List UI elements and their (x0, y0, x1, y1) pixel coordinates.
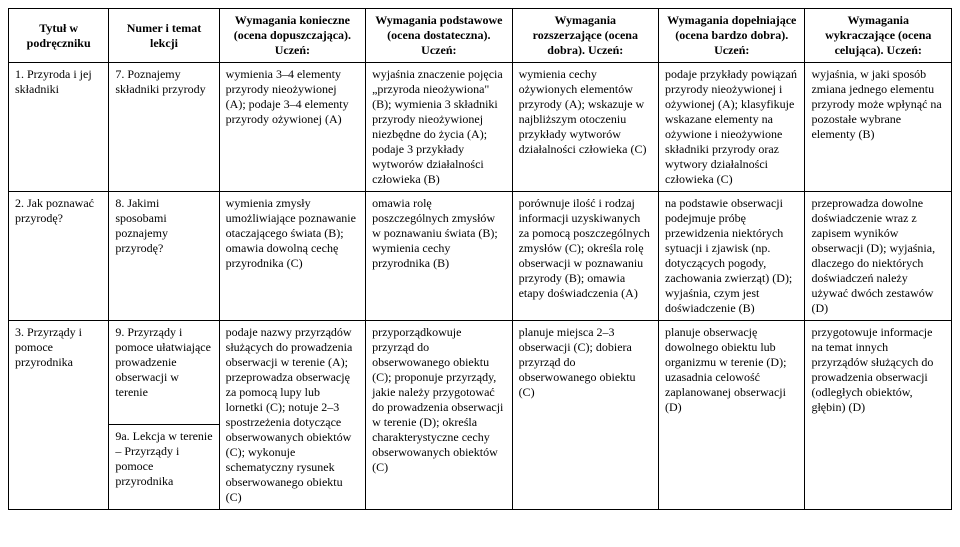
header-req-konieczne: Wymagania konieczne (ocena dopuszczająca… (219, 9, 365, 63)
cell-req-wykraczajace: przygotowuje informacje na temat innych … (805, 321, 952, 510)
table-row: 1. Przyroda i jej składniki 7. Poznajemy… (9, 63, 952, 192)
header-topic: Numer i temat lekcji (109, 9, 219, 63)
cell-req-dopelniajace: planuje obserwację dowolnego obiektu lub… (659, 321, 805, 510)
cell-req-podstawowe: przyporządkowuje przyrząd do obserwowane… (366, 321, 512, 510)
cell-req-podstawowe: omawia rolę poszczególnych zmysłów w poz… (366, 192, 512, 321)
cell-req-wykraczajace: wyjaśnia, w jaki sposób zmiana jednego e… (805, 63, 952, 192)
cell-title: 1. Przyroda i jej składniki (9, 63, 109, 192)
cell-title: 3. Przyrządy i pomoce przyrodnika (9, 321, 109, 510)
cell-req-konieczne: podaje nazwy przyrządów służących do pro… (219, 321, 365, 510)
cell-topic: 7. Poznajemy składniki przyrody (109, 63, 219, 192)
cell-req-rozszerzajace: wymienia cechy ożywionych elementów przy… (512, 63, 658, 192)
cell-topic: 9a. Lekcja w terenie – Przyrządy i pomoc… (109, 424, 219, 509)
cell-req-dopelniajace: na podstawie obserwacji podejmuje próbę … (659, 192, 805, 321)
cell-topic: 8. Jakimi sposobami poznajemy przyrodę? (109, 192, 219, 321)
table-row: 3. Przyrządy i pomoce przyrodnika 9. Prz… (9, 321, 952, 425)
cell-req-wykraczajace: przeprowadza dowolne doświadczenie wraz … (805, 192, 952, 321)
requirements-table: Tytuł w podręczniku Numer i temat lekcji… (8, 8, 952, 510)
cell-topic: 9. Przyrządy i pomoce ułatwiające prowad… (109, 321, 219, 425)
header-title: Tytuł w podręczniku (9, 9, 109, 63)
cell-req-rozszerzajace: planuje miejsca 2–3 obserwacji (C); dobi… (512, 321, 658, 510)
cell-req-konieczne: wymienia 3–4 elementy przyrody nieożywio… (219, 63, 365, 192)
header-req-podstawowe: Wymagania podstawowe (ocena dostateczna)… (366, 9, 512, 63)
cell-req-konieczne: wymienia zmysły umożliwiające poznawanie… (219, 192, 365, 321)
cell-title: 2. Jak poznawać przyrodę? (9, 192, 109, 321)
cell-req-rozszerzajace: porównuje ilość i rodzaj informacji uzys… (512, 192, 658, 321)
header-req-wykraczajace: Wymagania wykraczające (ocena celująca).… (805, 9, 952, 63)
header-req-dopelniajace: Wymagania dopełniające (ocena bardzo dob… (659, 9, 805, 63)
header-row: Tytuł w podręczniku Numer i temat lekcji… (9, 9, 952, 63)
cell-req-dopelniajace: podaje przykłady powiązań przyrody nieoż… (659, 63, 805, 192)
cell-req-podstawowe: wyjaśnia znaczenie pojęcia „przyroda nie… (366, 63, 512, 192)
table-row: 2. Jak poznawać przyrodę? 8. Jakimi spos… (9, 192, 952, 321)
header-req-rozszerzajace: Wymagania rozszerzające (ocena dobra). U… (512, 9, 658, 63)
